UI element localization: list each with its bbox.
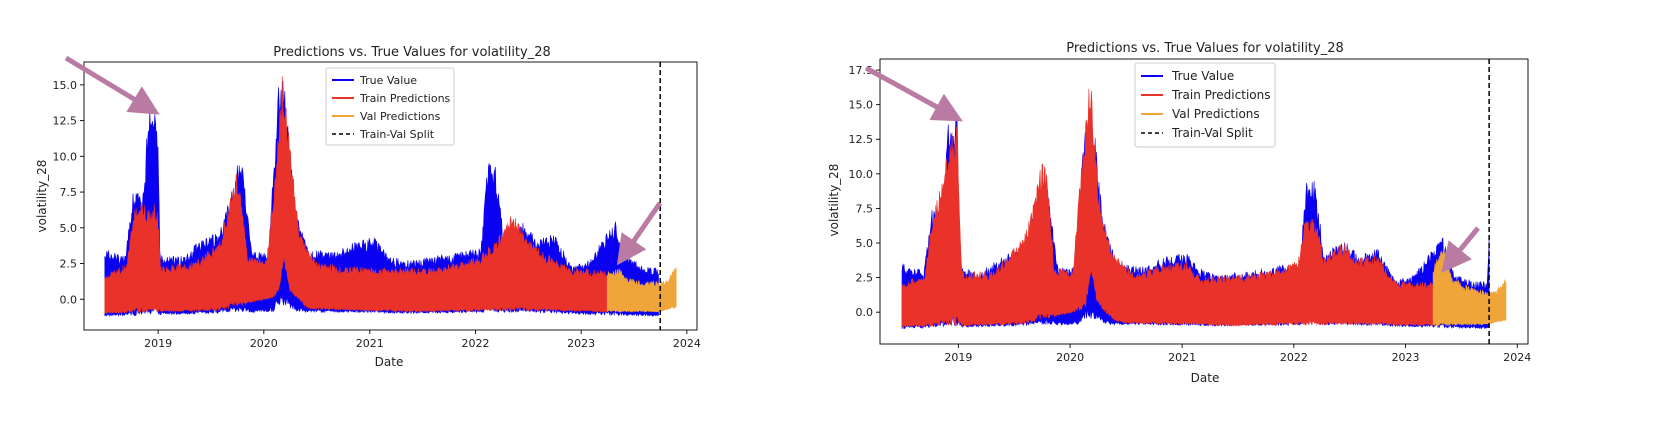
y-tick-label: 15.0 — [53, 79, 78, 92]
chart-title: Predictions vs. True Values for volatili… — [273, 45, 551, 60]
legend-label: Train Predictions — [359, 92, 451, 105]
legend-label: Train-Val Split — [1171, 126, 1253, 140]
x-tick-label: 2021 — [356, 337, 384, 350]
x-axis: 2019 2020 2021 2022 2023 2024 — [144, 337, 701, 350]
y-tick-label: 12.5 — [849, 133, 874, 146]
legend-label: Val Predictions — [1172, 107, 1260, 121]
legend-label: Train Predictions — [1171, 88, 1270, 102]
x-tick-label: 2023 — [567, 337, 595, 350]
x-tick-label: 2019 — [944, 351, 972, 364]
chart-title: Predictions vs. True Values for volatili… — [1066, 41, 1344, 56]
x-tick-label: 2022 — [1280, 351, 1308, 364]
legend: True Value Train Predictions Val Predict… — [1134, 62, 1276, 148]
series-train-predictions-area — [901, 88, 1434, 328]
annotation-arrow — [864, 65, 963, 122]
legend-label: Train-Val Split — [359, 128, 435, 141]
x-tick-label: 2024 — [673, 337, 701, 350]
x-tick-label: 2022 — [461, 337, 489, 350]
x-axis-label: Date — [1191, 371, 1220, 385]
x-tick-label: 2021 — [1168, 351, 1196, 364]
x-tick-label: 2024 — [1503, 351, 1531, 364]
y-axis: 0.0 2.5 5.0 7.5 10.0 12.5 15.0 17.5 — [849, 64, 874, 319]
legend: True Value Train Predictions Val Predict… — [325, 67, 455, 146]
legend-box — [325, 67, 455, 146]
x-axis-label: Date — [375, 355, 404, 369]
axes-frame — [83, 61, 698, 331]
y-axis: 0.0 2.5 5.0 7.5 10.0 12.5 15.0 — [53, 79, 78, 306]
axes-frame — [879, 58, 1529, 345]
annotation-arrow — [616, 201, 663, 266]
chart-panel-right: Predictions vs. True Values for volatili… — [827, 41, 1531, 385]
chart-panel-left: Predictions vs. True Values for volatili… — [35, 45, 701, 369]
y-tick-label: 0.0 — [60, 293, 78, 306]
x-axis: 2019 2020 2021 2022 2023 2024 — [944, 351, 1531, 364]
series-val-predictions-area — [1432, 247, 1507, 327]
legend-box — [1134, 62, 1276, 148]
y-tick-label: 5.0 — [856, 237, 874, 250]
legend-label: True Value — [359, 74, 417, 87]
plot-area — [876, 58, 1529, 348]
legend-label: Val Predictions — [360, 110, 441, 123]
y-tick-label: 2.5 — [856, 272, 874, 285]
legend-label: True Value — [1171, 69, 1234, 83]
y-tick-label: 10.0 — [849, 168, 874, 181]
x-tick-label: 2019 — [144, 337, 172, 350]
plot-area — [80, 61, 698, 334]
y-tick-label: 5.0 — [60, 222, 78, 235]
y-tick-label: 10.0 — [53, 150, 78, 163]
y-tick-label: 7.5 — [60, 186, 78, 199]
y-axis-label: volatility_28 — [35, 160, 49, 233]
y-tick-label: 12.5 — [53, 115, 78, 128]
y-axis-label: volatility_28 — [827, 164, 841, 237]
y-tick-label: 2.5 — [60, 258, 78, 271]
x-tick-label: 2023 — [1392, 351, 1420, 364]
x-tick-label: 2020 — [250, 337, 278, 350]
y-tick-label: 7.5 — [856, 202, 874, 215]
x-tick-label: 2020 — [1056, 351, 1084, 364]
y-tick-label: 0.0 — [856, 306, 874, 319]
annotation-arrow — [1441, 226, 1480, 273]
annotation-arrow — [64, 55, 160, 115]
series-val-predictions-area — [606, 267, 677, 313]
y-tick-label: 15.0 — [849, 99, 874, 112]
series-train-predictions-area — [104, 76, 608, 314]
